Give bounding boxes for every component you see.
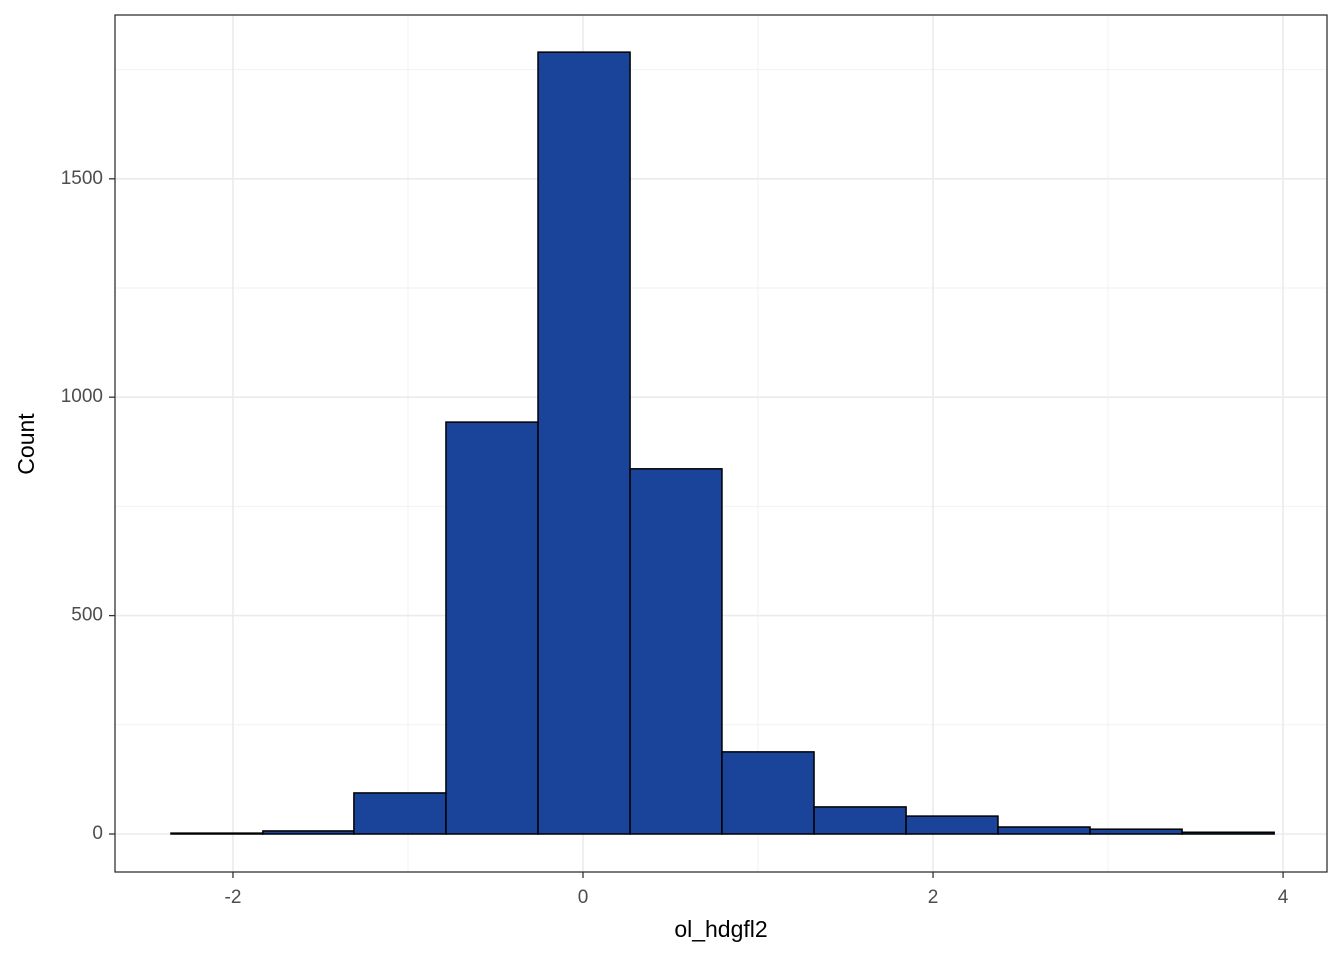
bar [1089,828,1183,835]
bar [170,832,264,835]
bar [537,51,631,835]
x-axis-title: ol_hdgfl2 [674,916,767,942]
bar [353,792,447,835]
bar [721,751,815,835]
bar [629,468,723,835]
bar [905,815,999,835]
y-tick-label: 500 [71,605,103,626]
y-axis-title: Count [13,413,39,475]
x-tick-label: 0 [578,887,589,908]
bar [1181,831,1275,835]
y-tick-label: 1000 [61,386,103,407]
panel-border [114,14,1328,873]
x-tick-label: 2 [928,887,939,908]
x-tick-label: 4 [1278,887,1289,908]
bar [262,830,355,835]
bar [445,421,539,835]
y-tick-label: 1500 [61,168,103,189]
y-tick-label: 0 [92,823,103,844]
bar [813,806,907,835]
bar [997,826,1091,835]
x-tick-label: -2 [225,887,242,908]
